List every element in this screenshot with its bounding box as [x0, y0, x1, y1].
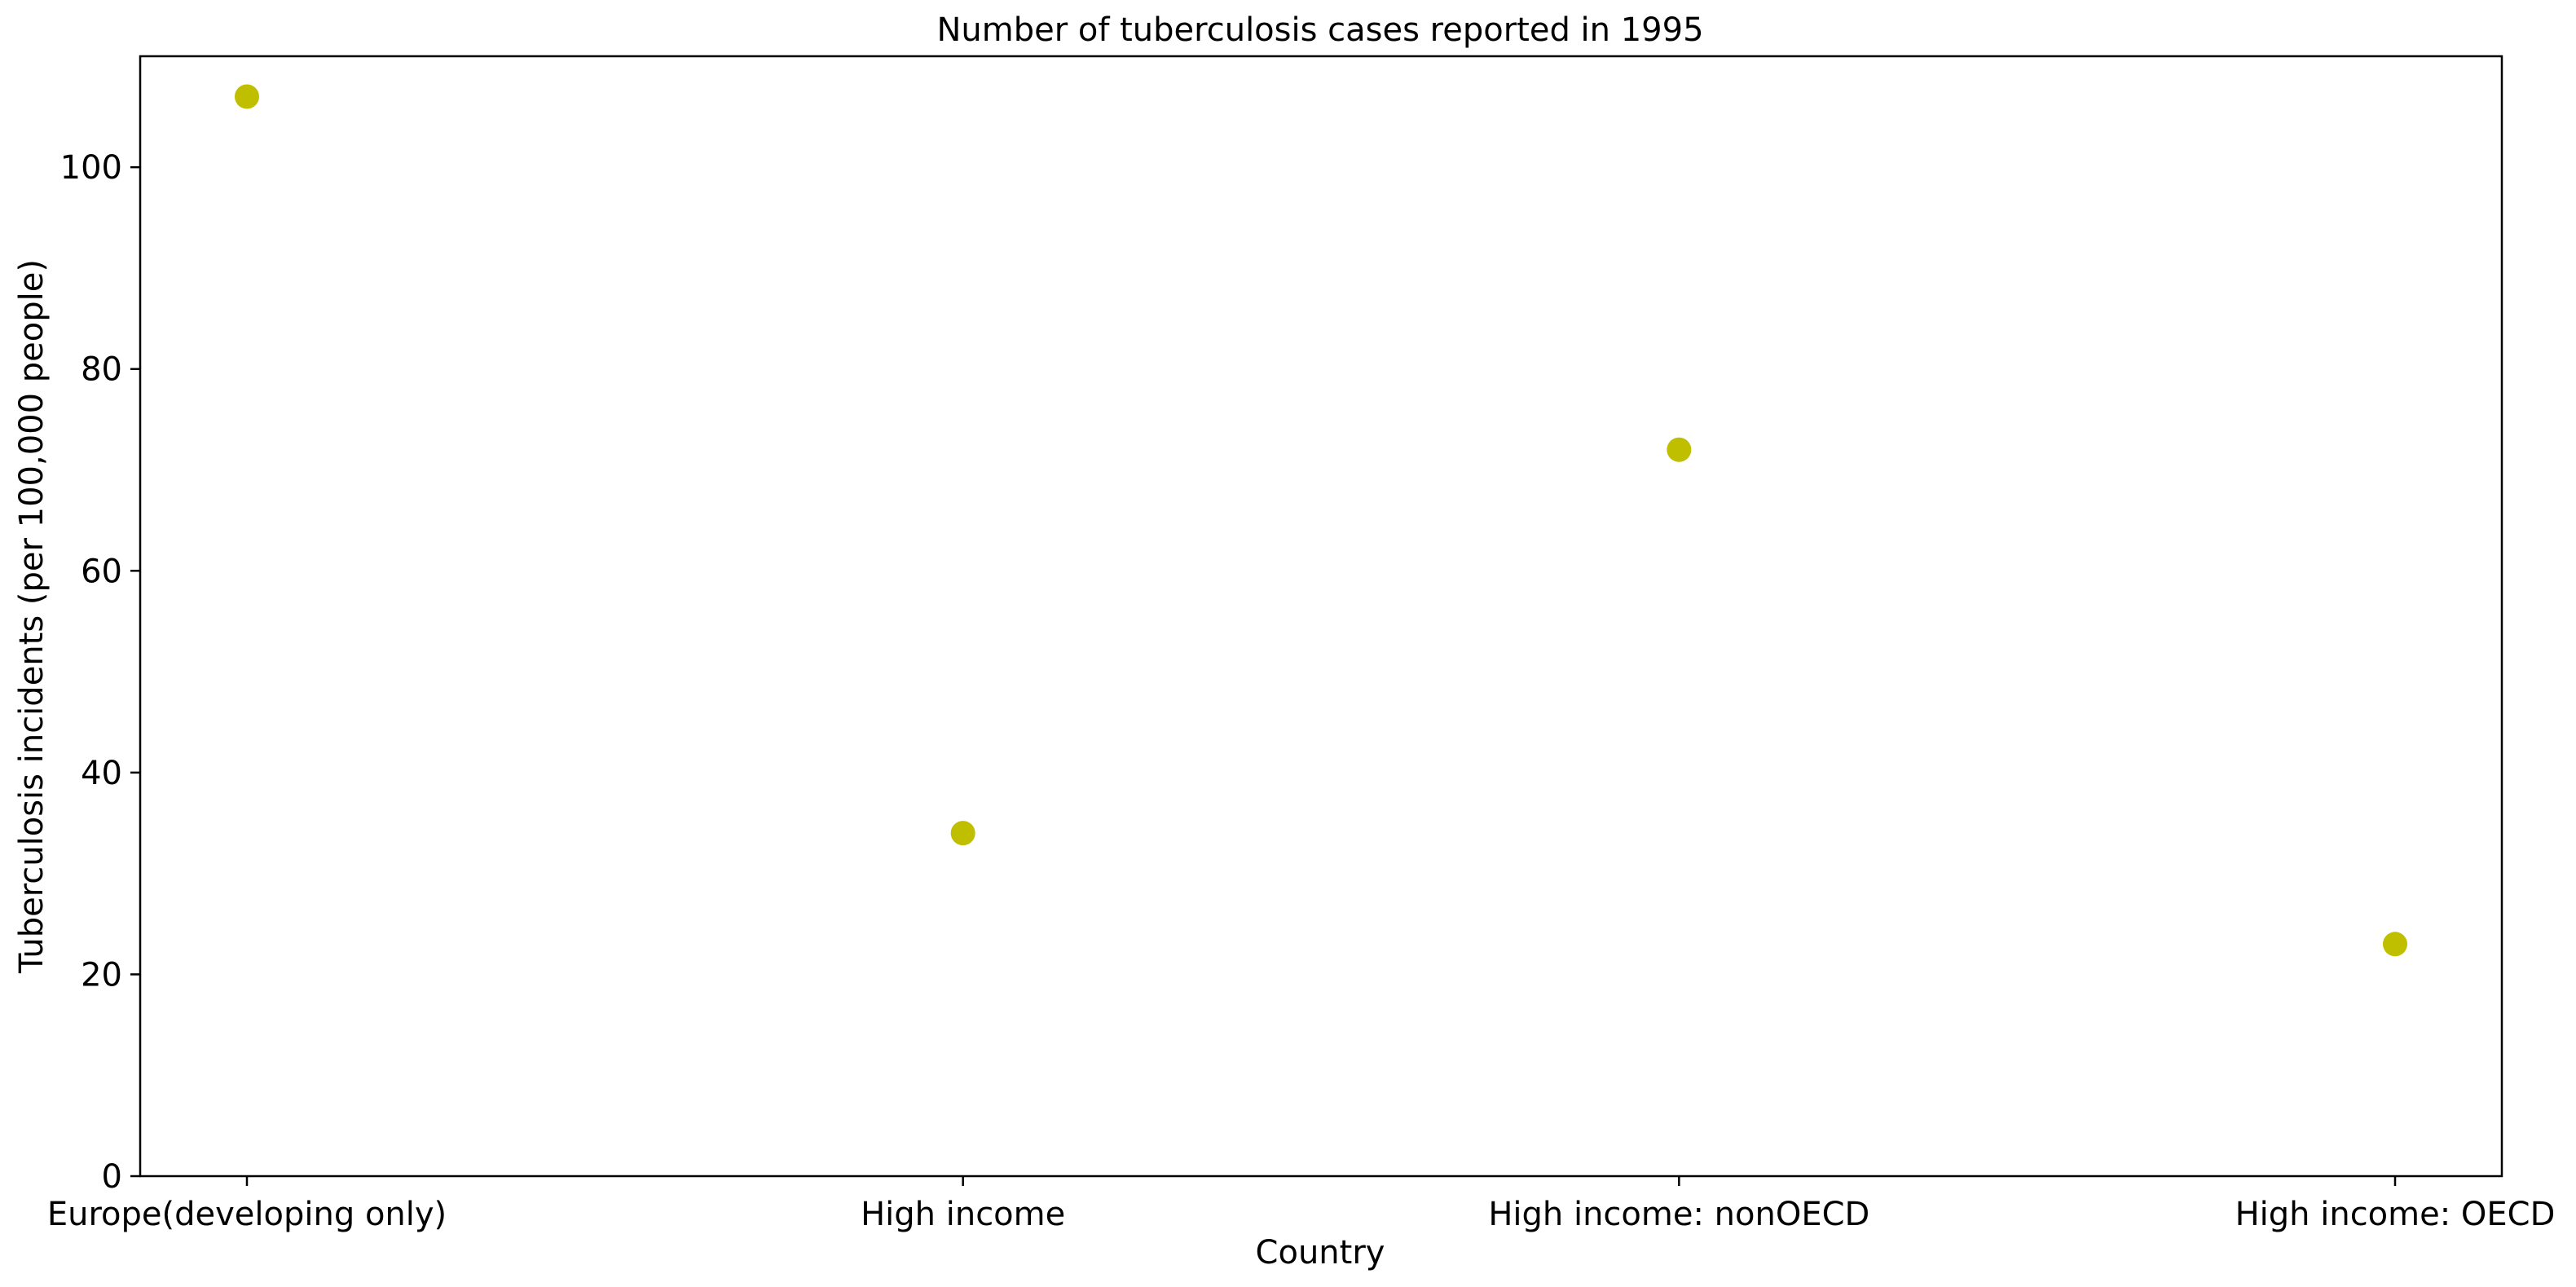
x-tick-label: Europe(developing only): [47, 1196, 447, 1233]
data-point: [2383, 932, 2407, 957]
x-tick-label: High income: OECD: [2235, 1196, 2556, 1233]
chart-title: Number of tuberculosis cases reported in…: [936, 11, 1703, 49]
x-tick-label: High income: nonOECD: [1488, 1196, 1869, 1233]
data-point: [235, 84, 259, 109]
plot-area-frame: [139, 55, 2503, 1178]
y-tick-label: 40: [81, 755, 122, 792]
y-tick-label: 60: [81, 553, 122, 590]
x-axis: Europe(developing only) High income High i…: [47, 1176, 2556, 1233]
x-tick-label: High income: [861, 1196, 1065, 1233]
y-tick-label: 0: [102, 1158, 122, 1196]
y-tick-label: 80: [81, 351, 122, 389]
data-points: [235, 84, 2407, 957]
data-point: [950, 821, 975, 846]
x-axis-label: Country: [1256, 1234, 1385, 1272]
y-tick-label: 100: [60, 149, 122, 187]
y-tick-label: 20: [81, 956, 122, 994]
y-axis-label: Tuberculosis incidents (per 100,000 peop…: [13, 259, 51, 974]
data-point: [1667, 437, 1692, 462]
y-axis: 0 20 40 60 80 100: [60, 149, 140, 1196]
